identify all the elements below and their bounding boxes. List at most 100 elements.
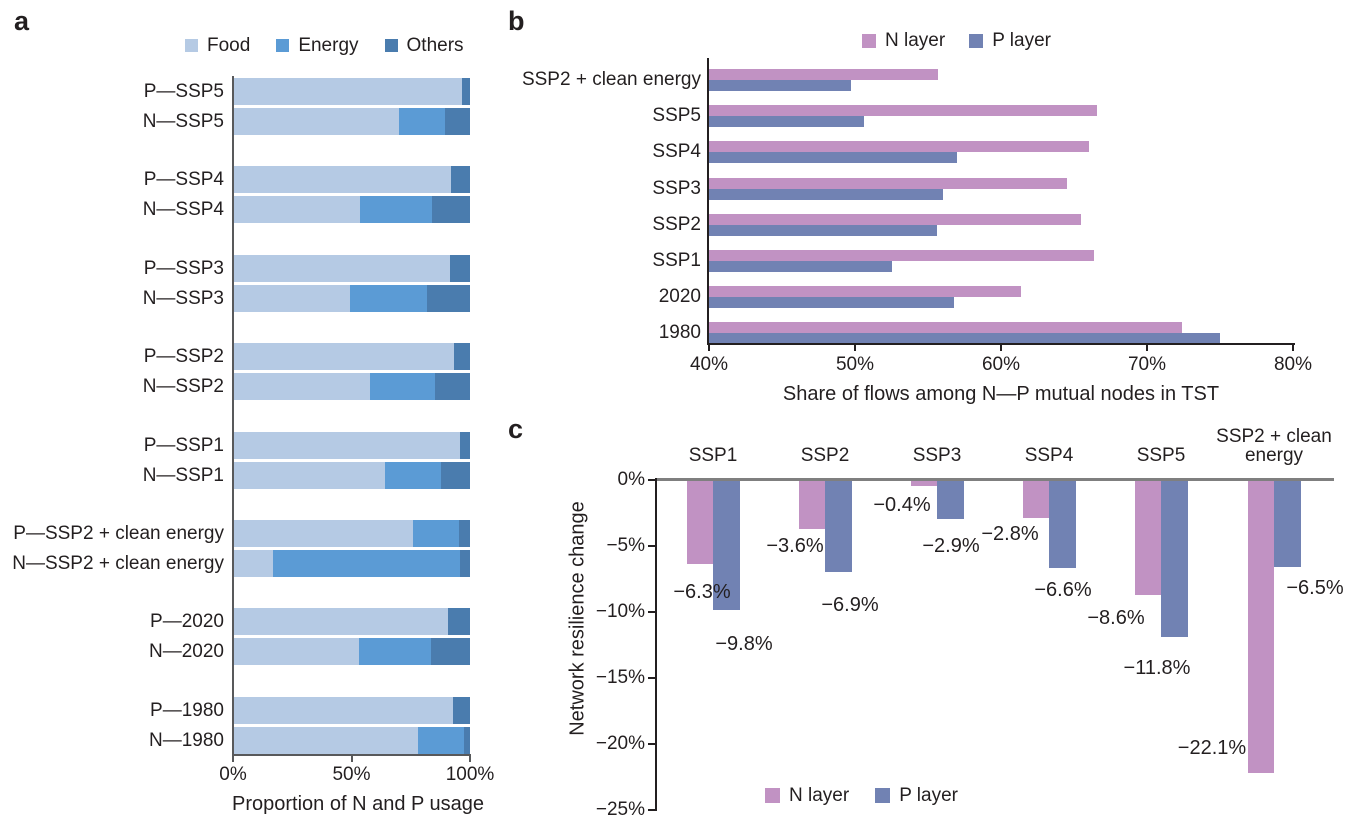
b-x-tick-mark [854,345,856,351]
a-stacked-bar [234,726,470,754]
c-value-label-p: −6.6% [1034,579,1092,601]
c-value-label-p: −6.5% [1286,577,1344,599]
a-bar-segment-others [434,373,470,401]
c-category-label: SSP3 [912,445,962,466]
a-row-label: P—SSP3 [143,257,224,279]
a-row-label: N—1980 [149,729,224,751]
c-value-label-p: −11.8% [1123,657,1191,679]
a-stacked-bar [234,461,470,489]
c-bar-p-layer [1274,481,1301,567]
c-category-label: SSP2 [800,445,850,466]
legend-label: P layer [899,785,958,806]
legend-swatch-icon [384,39,398,52]
a-x-axis-title: Proportion of N and P usage [232,793,485,815]
a-bar-segment-energy [272,550,461,577]
a-stacked-bar [234,550,470,577]
a-bar-segment-others [444,108,470,135]
b-bar-n-layer [709,213,1082,225]
a-x-tick-label: 50% [332,764,371,785]
c-value-label-n: −6.3% [673,581,731,603]
a-x-tick-label: 100% [445,764,495,785]
a-bar-segment-others [431,196,470,224]
a-bar-segment-others [460,431,470,459]
panel-c-letter: c [508,414,524,444]
c-y-tick-label: −10% [595,600,645,622]
c-category-label: SSP5 [1136,445,1186,466]
legend-label: Energy [298,35,359,56]
b-row-label: SSP3 [652,177,701,199]
a-x-tick-mark [469,756,471,762]
a-bar-segment-others [430,638,470,666]
a-row-label: N—2020 [149,641,224,663]
a-stacked-bar [234,638,470,666]
a-legend: Food Energy Others [185,36,464,55]
a-y-axis-line [232,76,234,755]
a-bar-segment-energy [360,196,432,224]
c-value-label-n: −3.6% [766,535,824,557]
b-row-label: SSP1 [652,250,701,271]
a-row-label: N—SSP1 [142,464,224,486]
legend-swatch-icon [185,39,198,52]
c-y-tick-mark [648,808,656,811]
b-bar-n-layer [709,286,1022,298]
a-x-tick-mark [350,756,353,762]
c-value-label-n: −0.4% [873,494,931,516]
a-bar-segment-food [234,108,400,135]
a-row-label: N—SSP3 [142,287,224,309]
b-bar-n-layer [709,105,1098,117]
a-bar-segment-others [449,254,470,282]
a-bar-segment-food [234,284,350,312]
a-bar-segment-others [462,78,470,105]
a-bar-segment-food [234,726,419,754]
a-bar-segment-others [460,550,470,577]
c-y-tick-label: 0% [617,468,645,490]
b-bar-n-layer [709,69,939,80]
a-bar-segment-energy [418,726,465,754]
legend-label: P layer [992,30,1051,51]
a-stacked-bar [234,108,470,135]
a-stacked-bar [234,78,470,105]
a-bar-segment-food [234,638,360,666]
b-bar-p-layer [709,224,937,236]
legend-item: N layer [862,31,945,50]
c-y-tick-label: −25% [595,798,645,820]
c-y-tick-label: −20% [595,732,645,754]
a-stacked-bar [234,196,470,224]
a-bar-segment-energy [399,108,445,135]
panel-b-letter: b [508,6,525,36]
a-bar-segment-food [234,166,452,194]
b-bar-p-layer [709,297,955,309]
b-x-tick-label: 50% [835,354,875,375]
c-value-label-n: −8.6% [1087,607,1145,629]
c-bar-p-layer [825,481,852,573]
a-bar-segment-energy [359,638,431,666]
a-bar-segment-others [440,461,470,489]
c-category-label: SSP2 + clean energy [1216,426,1332,466]
b-x-tick-mark [708,345,710,351]
b-x-axis-title: Share of flows among N—P mutual nodes in… [782,383,1220,405]
a-bar-segment-food [234,696,453,724]
c-bar-n-layer [799,481,825,529]
a-row-label: N—SSP2 [142,376,224,398]
legend-label: Food [207,35,251,56]
a-bar-segment-food [234,550,273,577]
b-bar-p-layer [709,261,892,272]
legend-item: P layer [875,786,958,805]
a-bar-segment-energy [413,520,460,547]
a-bar-segment-energy [349,284,427,312]
b-x-tick-label: 80% [1273,354,1313,375]
c-bar-p-layer [713,481,740,611]
a-bar-segment-food [234,431,461,459]
b-bar-n-layer [709,322,1182,334]
legend-item: Others [384,36,464,55]
c-bar-n-layer [1248,481,1274,773]
a-row-label: P—SSP1 [143,434,224,456]
legend-item: Energy [276,35,359,56]
legend-swatch-icon [765,788,780,803]
c-value-label-n: −2.8% [981,523,1039,545]
b-bar-n-layer [709,250,1095,261]
c-bar-p-layer [937,481,964,520]
a-stacked-bar [234,166,470,194]
c-y-tick-mark [648,544,656,547]
b-bar-p-layer [709,188,943,200]
